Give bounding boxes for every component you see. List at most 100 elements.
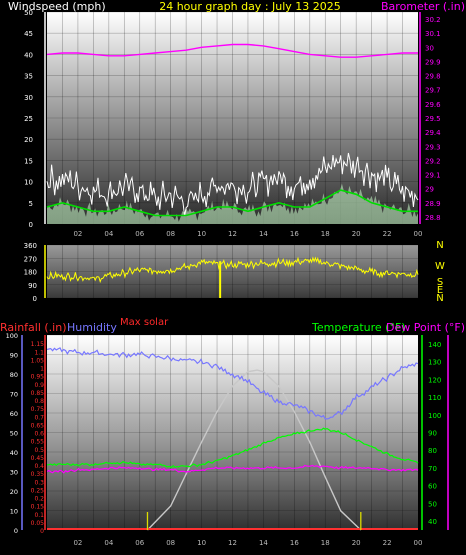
humidity-tick-label: 30 bbox=[10, 469, 18, 477]
barometer-axis-label: Barometer (.in) bbox=[381, 0, 465, 13]
wind-tick-label: 20 bbox=[24, 136, 33, 144]
wind-gust-series bbox=[46, 152, 419, 217]
rain-tick-label: 1.15 bbox=[31, 341, 45, 348]
direction-tick-label: 90 bbox=[28, 282, 37, 290]
wind-hour-label: 12 bbox=[228, 230, 237, 238]
rain-tick-label: 0.5 bbox=[34, 447, 44, 454]
wind-tick-label: 40 bbox=[24, 51, 33, 59]
temperature-tick-label: 120 bbox=[428, 376, 441, 384]
rain-tick-label: 0 bbox=[40, 528, 44, 535]
rain-tick-label: 0.05 bbox=[31, 520, 45, 527]
rain-tick-label: 0.35 bbox=[31, 471, 45, 478]
compass-s: S bbox=[437, 277, 443, 288]
wind-hour-label: 20 bbox=[352, 230, 361, 238]
temperature-tick-label: 140 bbox=[428, 341, 441, 349]
rain-tick-label: 0.9 bbox=[34, 382, 44, 389]
wind-hour-label: 16 bbox=[290, 230, 299, 238]
barometer-tick-label: 29.1 bbox=[425, 172, 441, 180]
rain-tick-label: 0.2 bbox=[34, 496, 44, 503]
compass-w: W bbox=[435, 261, 445, 272]
temp-hour-label: 12 bbox=[228, 539, 237, 547]
rain-tick-label: 0.65 bbox=[31, 422, 45, 429]
temp-hour-label: 10 bbox=[197, 539, 206, 547]
wind-hour-label: 04 bbox=[104, 230, 113, 238]
compass-e: E bbox=[437, 285, 443, 296]
temp-hour-label: 00 bbox=[414, 539, 423, 547]
wind-hour-label: 18 bbox=[321, 230, 330, 238]
rain-tick-label: 0.85 bbox=[31, 390, 45, 397]
rain-tick-label: 0.75 bbox=[31, 406, 45, 413]
wind-tick-label: 5 bbox=[29, 200, 33, 208]
direction-tick-label: 180 bbox=[24, 269, 37, 277]
wind-hour-label: 00 bbox=[414, 230, 423, 238]
wind-tick-label: 30 bbox=[24, 94, 33, 102]
rain-tick-label: 0.1 bbox=[34, 512, 44, 519]
barometer-tick-label: 29.2 bbox=[425, 157, 441, 165]
temperature-series bbox=[46, 427, 419, 469]
temperature-tick-label: 40 bbox=[428, 518, 437, 526]
temperature-tick-label: 130 bbox=[428, 359, 441, 367]
temperature-tick-label: 50 bbox=[428, 500, 437, 508]
dew-point-series bbox=[46, 464, 419, 474]
temperature-axis-label: Temperature (°F) bbox=[311, 321, 406, 334]
dew-point-axis-label: Dew Point (°F) bbox=[386, 321, 465, 334]
humidity-tick-label: 10 bbox=[10, 508, 18, 516]
barometer-tick-label: 28.8 bbox=[425, 214, 441, 222]
rain-tick-label: 0.55 bbox=[31, 439, 45, 446]
barometer-tick-label: 29.9 bbox=[425, 58, 441, 66]
barometer-tick-label: 30.2 bbox=[425, 16, 441, 24]
humidity-tick-label: 70 bbox=[10, 391, 18, 399]
rain-tick-label: 0.7 bbox=[34, 414, 44, 421]
temperature-tick-label: 110 bbox=[428, 394, 441, 402]
compass-n-bottom: N bbox=[436, 293, 443, 304]
temperature-tick-label: 90 bbox=[428, 430, 437, 438]
barometer-tick-label: 30 bbox=[425, 44, 434, 52]
barometer-tick-label: 29.8 bbox=[425, 73, 441, 81]
wind-hour-label: 14 bbox=[259, 230, 268, 238]
wind-tick-label: 10 bbox=[24, 179, 33, 187]
max-solar-label: Max solar bbox=[120, 317, 169, 328]
rain-tick-label: 0.8 bbox=[34, 398, 44, 405]
rain-tick-label: 1.1 bbox=[34, 349, 44, 356]
humidity-tick-label: 60 bbox=[10, 410, 18, 418]
wind-tick-label: 15 bbox=[24, 157, 33, 165]
barometer-series bbox=[46, 43, 418, 58]
wind-hour-label: 02 bbox=[73, 230, 82, 238]
temp-hour-label: 18 bbox=[321, 539, 330, 547]
rain-tick-label: 0.3 bbox=[34, 479, 44, 486]
wind-average-fill bbox=[47, 183, 418, 224]
wind-hour-label: 22 bbox=[383, 230, 392, 238]
temp-hour-label: 06 bbox=[135, 539, 144, 547]
humidity-tick-label: 0 bbox=[14, 527, 18, 535]
temp-panel bbox=[47, 335, 418, 530]
wind-hour-label: 10 bbox=[197, 230, 206, 238]
temperature-tick-label: 80 bbox=[428, 447, 437, 455]
barometer-tick-label: 30.1 bbox=[425, 30, 441, 38]
temp-hour-label: 20 bbox=[352, 539, 361, 547]
humidity-tick-label: 80 bbox=[10, 371, 18, 379]
temp-hour-label: 02 bbox=[73, 539, 82, 547]
rain-tick-label: 1 bbox=[40, 366, 44, 373]
compass-n-top: N bbox=[436, 240, 443, 251]
humidity-tick-label: 40 bbox=[10, 449, 18, 457]
humidity-tick-label: 100 bbox=[6, 332, 18, 340]
humidity-series bbox=[46, 347, 419, 420]
temperature-tick-label: 100 bbox=[428, 412, 441, 420]
rain-tick-label: 0.15 bbox=[31, 504, 45, 511]
wind-tick-label: 50 bbox=[24, 9, 33, 17]
direction-tick-label: 0 bbox=[33, 295, 37, 303]
direction-panel bbox=[47, 245, 418, 298]
humidity-axis-label: Humidity bbox=[67, 321, 117, 334]
temp-hour-label: 14 bbox=[259, 539, 268, 547]
rainfall-axis-label: Rainfall (.in) bbox=[0, 321, 67, 334]
temp-hour-label: 04 bbox=[104, 539, 113, 547]
humidity-tick-label: 90 bbox=[10, 352, 18, 360]
humidity-tick-label: 50 bbox=[10, 430, 18, 438]
wind-hour-label: 06 bbox=[135, 230, 144, 238]
temperature-tick-label: 70 bbox=[428, 465, 437, 473]
rain-tick-label: 0.95 bbox=[31, 374, 45, 381]
wind-hour-label: 08 bbox=[166, 230, 175, 238]
temp-hour-label: 22 bbox=[383, 539, 392, 547]
